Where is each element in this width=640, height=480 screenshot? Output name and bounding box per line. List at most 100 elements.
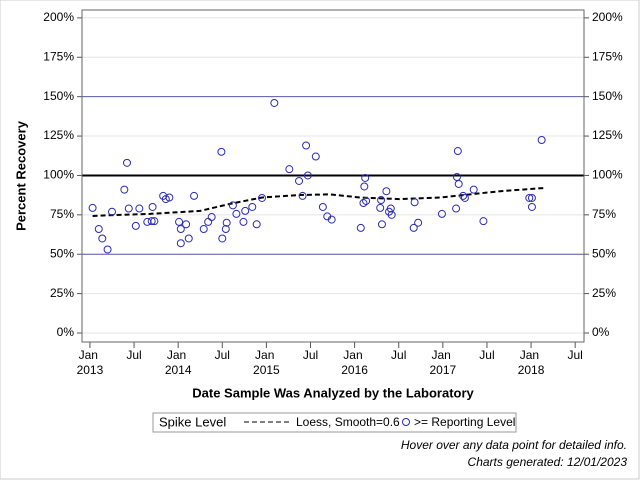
- data-point: [176, 225, 185, 234]
- x-tick-label: Jan 2018: [518, 348, 545, 377]
- data-point: [362, 196, 371, 205]
- data-point: [228, 201, 237, 210]
- data-point: [248, 202, 257, 211]
- y2-tick-label: 150%: [592, 89, 623, 103]
- data-point: [199, 225, 208, 234]
- y-tick-label: 25%: [50, 286, 74, 300]
- data-point: [437, 209, 446, 218]
- data-point: [327, 215, 336, 224]
- y-tick-label: 75%: [50, 207, 74, 221]
- data-point: [409, 223, 418, 232]
- x-axis-title: Date Sample Was Analyzed by the Laborato…: [192, 385, 474, 400]
- data-point: [537, 135, 546, 144]
- data-point: [217, 147, 226, 156]
- data-point: [452, 204, 461, 213]
- data-point: [454, 179, 463, 188]
- data-point: [182, 220, 191, 229]
- data-point: [165, 193, 174, 202]
- data-point: [107, 207, 116, 216]
- x-tick-label: Jan 2017: [429, 348, 456, 377]
- data-point: [361, 173, 370, 182]
- x-tick-label: Jan 2013: [77, 348, 104, 377]
- data-point: [218, 234, 227, 243]
- data-point: [232, 209, 241, 218]
- data-point: [453, 147, 462, 156]
- data-point: [270, 98, 279, 107]
- legend-label: Loess, Smooth=0.6: [296, 415, 400, 429]
- y-tick-label: 200%: [43, 10, 74, 24]
- legend-title: Spike Level: [159, 414, 226, 429]
- data-point: [190, 191, 199, 200]
- data-point: [135, 204, 144, 213]
- loess-line: [92, 187, 544, 217]
- data-point: [285, 165, 294, 174]
- data-point: [376, 203, 385, 212]
- data-point: [377, 196, 386, 205]
- data-point: [527, 202, 536, 211]
- y2-tick-label: 200%: [592, 10, 623, 24]
- data-point: [257, 193, 266, 202]
- data-point: [239, 217, 248, 226]
- y2-tick-label: 100%: [592, 168, 623, 182]
- x-tick-label: Jul: [215, 348, 230, 362]
- data-point: [469, 185, 478, 194]
- y-tick-label: 100%: [43, 168, 74, 182]
- data-point: [525, 193, 534, 202]
- data-point: [414, 218, 423, 227]
- y-tick-label: 0%: [57, 325, 75, 339]
- data-point: [382, 187, 391, 196]
- y2-tick-label: 125%: [592, 128, 623, 142]
- data-point: [148, 202, 157, 211]
- y-tick-label: 125%: [43, 128, 74, 142]
- data-point: [103, 245, 112, 254]
- data-point: [222, 218, 231, 227]
- y2-tick-label: 25%: [592, 286, 616, 300]
- x-tick-label: Jul: [126, 348, 141, 362]
- x-tick-label: Jul: [391, 348, 406, 362]
- data-point: [124, 204, 133, 213]
- y-axis-title: Percent Recovery: [13, 120, 28, 231]
- data-point: [120, 185, 129, 194]
- y-tick-label: 50%: [50, 246, 74, 260]
- data-point: [207, 213, 216, 222]
- data-point: [161, 195, 170, 204]
- data-point: [176, 239, 185, 248]
- legend-box: [152, 412, 517, 433]
- x-tick-label: Jan 2014: [165, 348, 192, 377]
- data-point: [302, 141, 311, 150]
- data-point: [241, 206, 250, 215]
- y-tick-label: 150%: [43, 89, 74, 103]
- legend-swatch: [402, 418, 410, 426]
- data-point: [360, 182, 369, 191]
- data-point: [221, 225, 230, 234]
- data-point: [303, 171, 312, 180]
- data-point: [298, 191, 307, 200]
- plot-frame: [81, 9, 585, 343]
- data-point: [459, 191, 468, 200]
- y2-tick-label: 50%: [592, 246, 616, 260]
- data-point: [94, 225, 103, 234]
- data-point: [377, 220, 386, 229]
- data-point: [252, 220, 261, 229]
- footnote: Charts generated: 12/01/2023: [468, 455, 628, 469]
- data-point: [88, 203, 97, 212]
- y2-tick-label: 0%: [592, 325, 610, 339]
- data-point: [410, 198, 419, 207]
- data-point: [147, 217, 156, 226]
- data-point: [356, 223, 365, 232]
- data-point: [175, 217, 184, 226]
- data-point: [98, 234, 107, 243]
- x-tick-label: Jul: [568, 348, 583, 362]
- data-point: [311, 152, 320, 161]
- y2-tick-label: 75%: [592, 207, 616, 221]
- data-point: [122, 158, 131, 167]
- x-tick-label: Jan 2016: [341, 348, 368, 377]
- x-tick-label: Jul: [303, 348, 318, 362]
- data-point: [150, 217, 159, 226]
- data-point: [184, 234, 193, 243]
- data-point: [318, 202, 327, 211]
- y-tick-label: 175%: [43, 49, 74, 63]
- data-point: [387, 210, 396, 219]
